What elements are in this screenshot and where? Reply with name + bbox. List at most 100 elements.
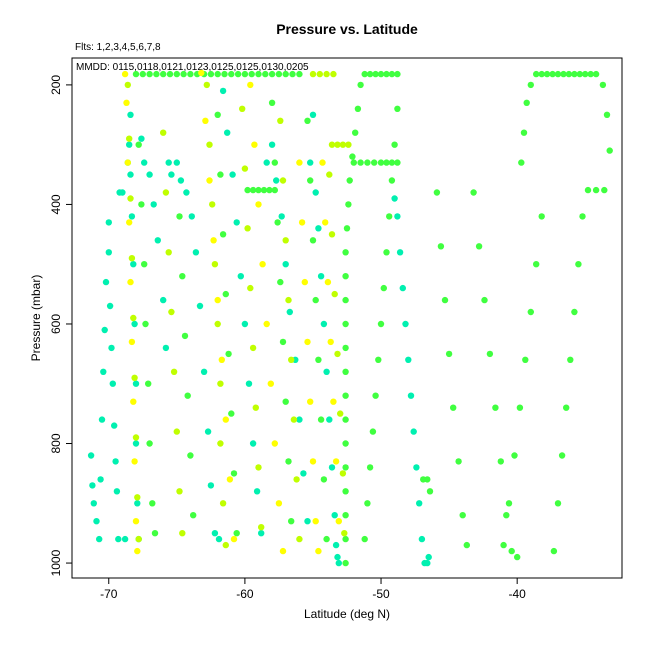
data-point [330,70,337,78]
data-point [119,189,126,196]
data-point [184,392,191,399]
data-point [288,518,295,525]
data-point [275,70,283,78]
data-point [138,135,145,142]
data-point [105,219,113,226]
data-point [527,308,534,316]
data-point [309,111,317,119]
data-point [372,392,379,399]
data-point [214,111,221,119]
data-point [342,488,349,495]
data-point [149,500,156,507]
data-point [218,356,225,363]
data-point [279,547,287,555]
data-point [450,404,457,411]
data-point [317,416,325,423]
data-point [241,70,249,78]
data-point [296,416,303,423]
data-point [237,273,244,280]
data-point [571,308,578,316]
data-point [234,70,242,78]
data-point [128,255,136,262]
data-point [228,410,235,417]
data-point [307,177,314,184]
data-point [166,70,174,78]
data-point [345,201,352,208]
data-point [567,356,574,363]
data-point [319,159,326,166]
data-point [258,530,265,537]
data-point [309,70,317,78]
x-axis-label: Latitude (deg N) [304,607,390,621]
data-point [334,553,341,561]
data-point [90,500,98,507]
data-point [179,273,186,280]
data-point [101,326,108,334]
data-point [332,541,340,549]
data-point [131,458,138,465]
data-point [323,368,330,375]
data-point [322,219,329,226]
data-point [418,535,426,543]
data-point [330,398,337,405]
y-axis-label: Pressure (mbar) [29,275,43,362]
data-point [516,404,524,411]
data-point [514,553,521,561]
data-point [271,440,278,447]
data-point [253,488,261,495]
data-point [239,105,246,113]
data-point [366,70,374,78]
data-point [342,273,349,280]
data-point [298,219,306,226]
data-point [255,201,262,208]
data-point [312,518,319,525]
data-point [342,368,349,375]
data-point [582,70,589,78]
data-point [124,159,131,166]
data-point [342,464,349,471]
data-point [271,186,278,194]
data-point [309,458,317,465]
data-point [145,380,152,387]
data-point [173,159,180,166]
data-point [391,195,398,202]
data-point [181,332,189,340]
data-point [251,141,258,148]
data-point [202,117,209,125]
data-point [268,99,276,107]
data-point [206,141,213,148]
data-point [222,290,229,298]
data-point [187,452,194,459]
data-point [247,284,254,292]
data-point [142,320,149,328]
data-point [132,440,140,447]
y-tick-label: 400 [49,194,63,214]
data-point [394,70,401,78]
data-point [508,547,515,555]
data-point [262,70,269,78]
data-point [100,368,107,375]
data-point [130,314,137,322]
data-point [575,261,582,268]
data-point [279,338,287,346]
data-point [273,177,280,184]
data-point [252,404,259,411]
data-point [342,392,349,399]
data-point [214,320,221,328]
data-point [527,81,534,89]
data-point [342,416,349,423]
data-point [132,70,140,78]
data-point [160,129,167,136]
data-point [323,535,330,543]
data-point [115,535,122,543]
data-point [349,153,356,160]
data-point [160,296,167,304]
data-point [102,278,110,286]
data-point [126,141,133,148]
x-tick-label: -70 [100,587,118,601]
data-point [301,278,308,286]
data-point [326,416,333,423]
data-point [170,368,178,375]
data-point [331,290,338,298]
data-point [219,500,227,507]
